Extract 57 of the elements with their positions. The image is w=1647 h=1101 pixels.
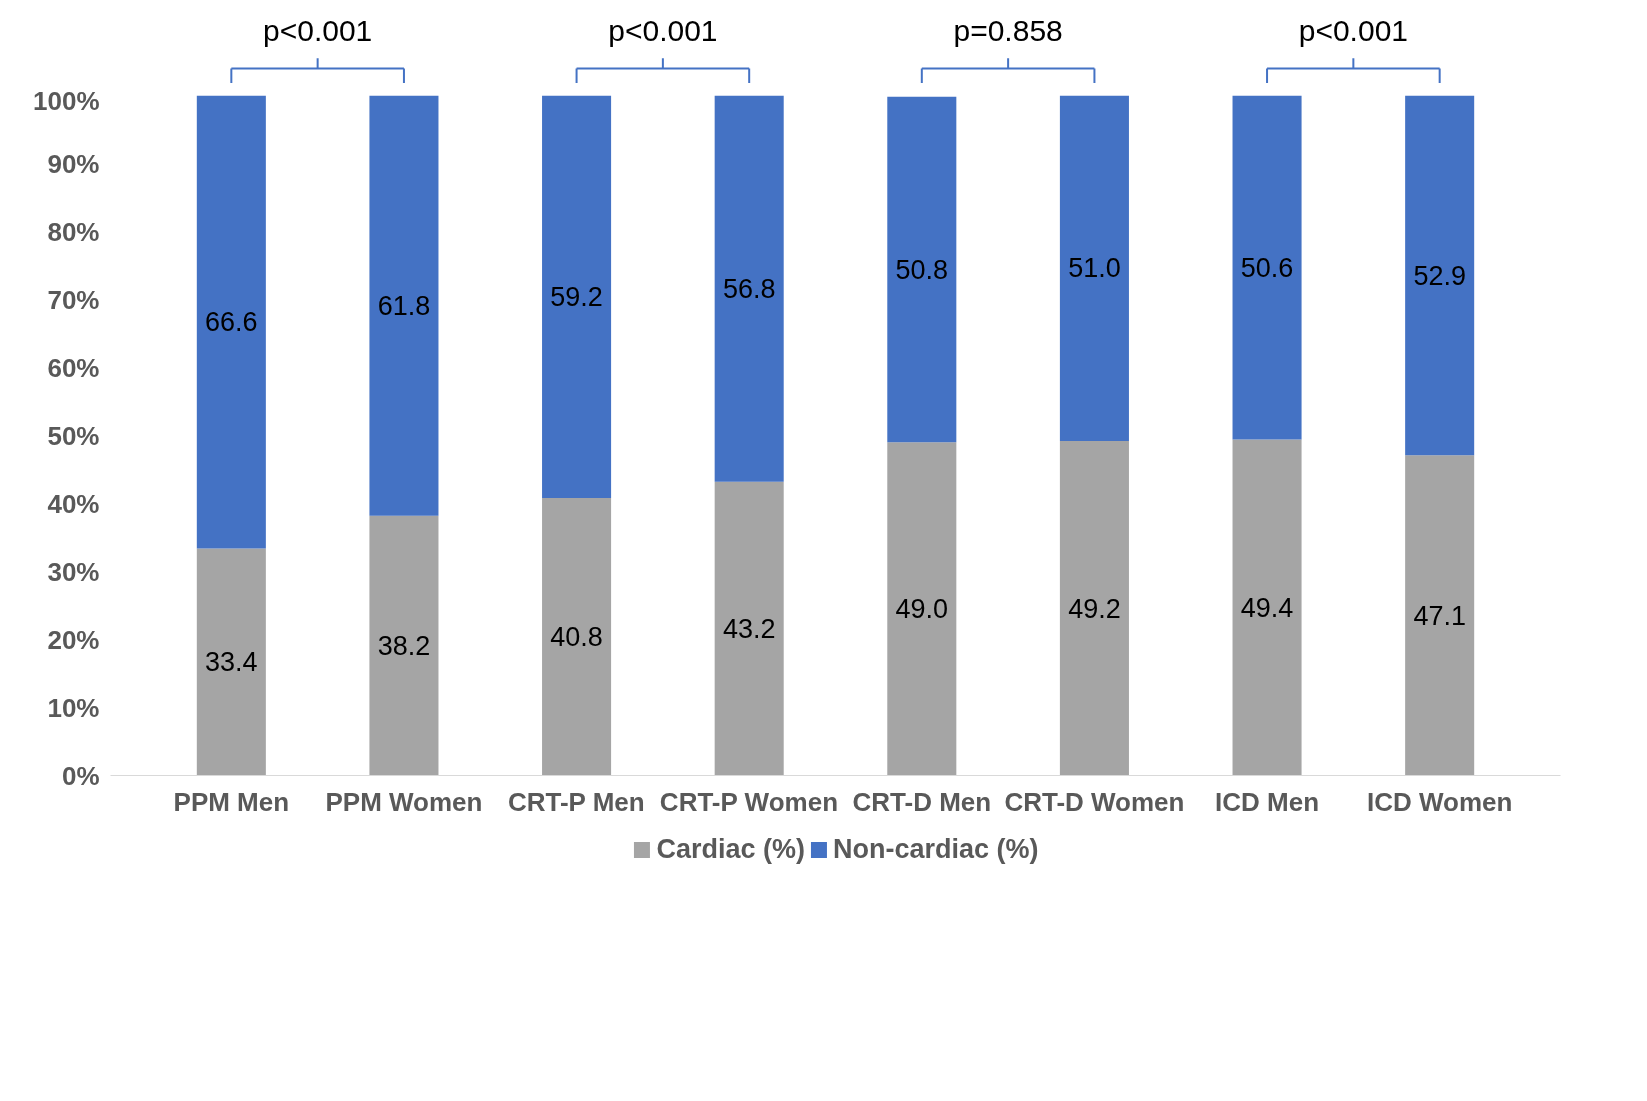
- bar: [196, 548, 266, 776]
- data-label: 50.6: [1240, 253, 1294, 284]
- data-label: 51.0: [1068, 253, 1121, 284]
- bar: [1059, 95, 1129, 441]
- y-tick-label: 40%: [47, 488, 100, 519]
- x-tick-label: ICD Women: [1366, 786, 1513, 817]
- text: p=0.858: [953, 14, 1063, 48]
- data-label: 61.8: [377, 291, 431, 322]
- text: p<0.001: [1298, 14, 1408, 48]
- y-tick-label: 10%: [47, 692, 100, 723]
- data-label: 33.4: [205, 647, 258, 678]
- text: p<0.001: [608, 14, 718, 48]
- bar: [369, 95, 439, 516]
- y-tick-label: 80%: [47, 216, 100, 247]
- data-label: 40.8: [550, 622, 603, 653]
- bar: [887, 96, 957, 443]
- y-tick-label: 60%: [47, 352, 100, 383]
- data-label: 49.0: [895, 594, 949, 625]
- x-tick-label: PPM Men: [173, 786, 290, 817]
- data-label: 66.6: [205, 307, 258, 338]
- data-label: 50.8: [895, 255, 949, 286]
- data-label: 49.4: [1240, 593, 1294, 624]
- y-tick-label: 90%: [47, 148, 100, 179]
- x-tick-label: ICD Men: [1215, 786, 1320, 817]
- bar: [1059, 440, 1129, 776]
- bar: [542, 498, 612, 776]
- text: p<0.001: [263, 14, 373, 48]
- bar: [1405, 455, 1475, 776]
- bar: [1232, 439, 1302, 776]
- data-label: 59.2: [550, 282, 603, 313]
- y-tick-label: 30%: [47, 556, 100, 587]
- bar: [1232, 95, 1302, 440]
- bar: [887, 442, 957, 776]
- y-tick-label: 20%: [47, 624, 100, 655]
- bar: [714, 481, 784, 776]
- bar: [542, 95, 612, 499]
- data-label: 56.8: [722, 274, 776, 305]
- data-label: 43.2: [722, 614, 776, 645]
- legend-label: Non-cardiac (%): [833, 833, 1039, 865]
- legend-label: Cardiac (%): [656, 833, 805, 865]
- bar: [369, 515, 439, 776]
- x-tick-label: PPM Women: [325, 786, 483, 817]
- bar: [714, 95, 784, 482]
- data-label: 38.2: [377, 631, 431, 662]
- y-tick-label: 0%: [61, 760, 100, 791]
- data-label: 52.9: [1413, 260, 1466, 291]
- bar: [196, 95, 266, 549]
- x-tick-label: CRT-P Men: [507, 786, 645, 817]
- x-tick-label: CRT-D Men: [852, 786, 992, 817]
- y-tick-label: 100%: [33, 85, 100, 116]
- x-tick-label: CRT-P Women: [659, 786, 839, 817]
- y-tick-label: 50%: [47, 420, 100, 451]
- bar: [1405, 95, 1475, 456]
- x-tick-label: CRT-D Women: [1004, 786, 1185, 817]
- data-label: 47.1: [1413, 600, 1466, 631]
- y-tick-label: 70%: [47, 284, 100, 315]
- data-label: 49.2: [1068, 593, 1121, 624]
